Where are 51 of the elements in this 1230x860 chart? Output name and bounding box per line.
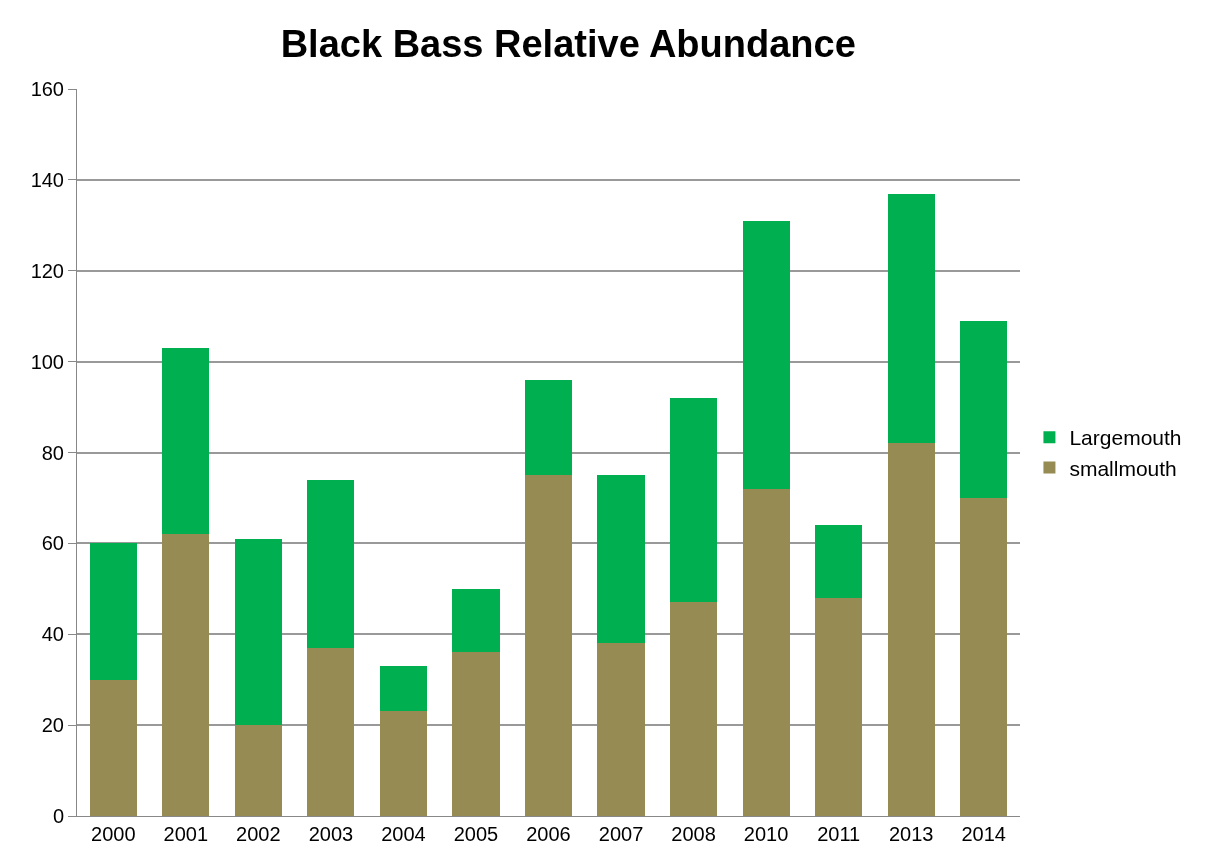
x-tick-label: 2014 bbox=[961, 823, 1006, 845]
x-tick-label: 2008 bbox=[671, 823, 716, 845]
x-tick-label: 2000 bbox=[91, 823, 136, 845]
y-tick-label: 140 bbox=[30, 168, 64, 191]
y-tick-label: 60 bbox=[41, 532, 64, 555]
bar bbox=[162, 347, 210, 535]
bar bbox=[524, 379, 573, 476]
bar bbox=[379, 666, 427, 712]
bar bbox=[452, 652, 500, 816]
y-tick-label: 20 bbox=[41, 714, 64, 737]
y-tick-label: 80 bbox=[41, 441, 64, 464]
legend-label: Largemouth bbox=[1069, 426, 1182, 450]
bar bbox=[524, 475, 573, 816]
bar bbox=[887, 443, 935, 816]
chart-title: Black Bass Relative Abundance bbox=[280, 22, 856, 65]
legend-label: smallmouth bbox=[1069, 456, 1177, 480]
bar bbox=[742, 488, 790, 816]
y-tick-label: 120 bbox=[30, 259, 64, 282]
y-tick-label: 160 bbox=[30, 78, 64, 100]
bar bbox=[815, 597, 863, 816]
y-tick-label: 40 bbox=[41, 623, 64, 646]
bar bbox=[887, 193, 935, 444]
x-tick-label: 2004 bbox=[381, 823, 426, 845]
y-tick-label: 0 bbox=[52, 805, 64, 827]
x-tick-label: 2006 bbox=[526, 823, 571, 845]
bar bbox=[960, 497, 1008, 816]
x-tick-label: 2002 bbox=[236, 823, 281, 845]
bar bbox=[89, 543, 137, 680]
bar bbox=[960, 320, 1008, 498]
x-tick-label: 2010 bbox=[743, 823, 789, 845]
bar bbox=[597, 643, 645, 816]
bar bbox=[597, 475, 645, 644]
x-tick-label: 2001 bbox=[163, 823, 209, 845]
x-tick-label: 2007 bbox=[598, 823, 644, 845]
bar bbox=[815, 525, 863, 598]
bar bbox=[307, 479, 355, 648]
bar bbox=[307, 647, 355, 816]
x-tick-label: 2003 bbox=[308, 823, 354, 845]
y-tick-label: 100 bbox=[30, 350, 64, 373]
bar bbox=[670, 397, 718, 603]
bar bbox=[670, 602, 718, 816]
bar bbox=[452, 588, 500, 653]
bar bbox=[379, 711, 427, 816]
bar bbox=[742, 220, 790, 489]
x-tick-label: 2013 bbox=[888, 823, 934, 845]
bar bbox=[234, 725, 282, 816]
bar bbox=[89, 679, 137, 816]
bar bbox=[162, 534, 210, 816]
x-tick-label: 2005 bbox=[453, 823, 499, 845]
x-tick-label: 2011 bbox=[817, 823, 861, 845]
bar bbox=[234, 538, 282, 726]
